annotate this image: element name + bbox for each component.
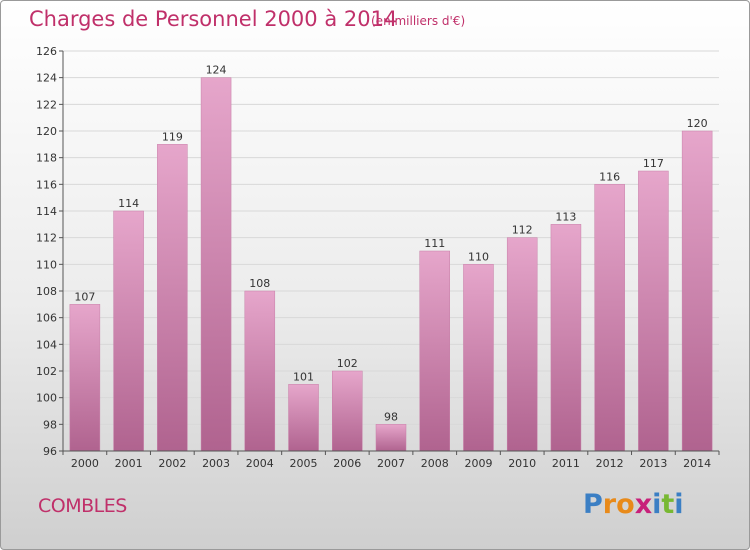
y-tick-label: 112 <box>36 232 57 245</box>
x-axis: 2000 2001 2002 2003 2004 2005 2006 2007 2008 2009… <box>62 450 720 470</box>
bars: 107 114 119 124 108 101 102 98 111 110 112 113 116 11… <box>69 64 713 452</box>
y-tick-label: 96 <box>43 445 57 458</box>
y-tick-label: 102 <box>36 365 57 378</box>
x-tick-label-2012: 2012 <box>596 457 624 470</box>
y-tick-label: 120 <box>36 125 57 138</box>
bar-2006 <box>332 370 363 452</box>
bar-2011 <box>550 224 582 452</box>
data-label-2006: 102 <box>337 357 358 370</box>
bar-2000 <box>69 304 101 452</box>
y-tick-label: 108 <box>36 285 57 298</box>
bar-2010 <box>506 237 538 452</box>
bar-2014 <box>681 130 713 452</box>
data-label-2003: 124 <box>206 64 227 77</box>
bar-2012 <box>594 184 625 452</box>
x-tick-label-2013: 2013 <box>639 457 667 470</box>
data-label-2004: 108 <box>249 277 270 290</box>
logo-letter: x <box>634 489 653 520</box>
data-label-2010: 112 <box>512 224 533 237</box>
y-tick-label: 100 <box>36 392 57 405</box>
data-label-2008: 111 <box>424 237 445 250</box>
logo-letter: o <box>616 489 635 520</box>
y-tick-label: 118 <box>36 152 57 165</box>
chart-title: Charges de Personnel 2000 à 2014 <box>29 7 398 31</box>
logo-letter: r <box>602 489 617 520</box>
logo-letter: i <box>674 489 684 520</box>
commune-name: COMBLES <box>38 495 127 517</box>
x-tick-label-2011: 2011 <box>552 457 580 470</box>
data-label-2001: 114 <box>118 197 139 210</box>
bar-2002 <box>157 144 188 452</box>
chart-subtitle: (en milliers d'€) <box>371 14 466 28</box>
proxiti-logo[interactable]: Proxiti <box>583 489 684 520</box>
bar-2009 <box>463 264 494 452</box>
data-label-2000: 107 <box>74 290 95 303</box>
x-tick-label-2006: 2006 <box>333 457 361 470</box>
data-label-2002: 119 <box>162 130 183 143</box>
x-tick-label-2003: 2003 <box>202 457 230 470</box>
x-tick-label-2000: 2000 <box>71 457 99 470</box>
x-tick-label-2005: 2005 <box>290 457 318 470</box>
bar-2013 <box>638 170 669 452</box>
x-tick-label-2014: 2014 <box>683 457 711 470</box>
y-tick-label: 122 <box>36 98 57 111</box>
y-tick-label: 106 <box>36 312 57 325</box>
y-tick-label: 114 <box>36 205 57 218</box>
y-tick-label: 126 <box>36 45 57 58</box>
bar-2007 <box>375 424 407 452</box>
data-label-2007: 98 <box>384 410 398 423</box>
logo-letter: i <box>652 489 662 520</box>
x-tick-label-2004: 2004 <box>246 457 274 470</box>
data-label-2005: 101 <box>293 370 314 383</box>
y-tick-label: 98 <box>43 418 57 431</box>
bar-2008 <box>419 250 450 452</box>
x-tick-label-2007: 2007 <box>377 457 405 470</box>
x-tick-label-2001: 2001 <box>115 457 143 470</box>
y-tick-label: 124 <box>36 72 57 85</box>
y-tick-label: 110 <box>36 258 57 271</box>
bar-2003 <box>200 77 232 452</box>
x-tick-label-2008: 2008 <box>421 457 449 470</box>
x-tick-label-2002: 2002 <box>158 457 186 470</box>
y-tick-label: 104 <box>36 338 57 351</box>
data-label-2009: 110 <box>468 250 489 263</box>
bar-2005 <box>288 384 319 452</box>
x-tick-label-2009: 2009 <box>464 457 492 470</box>
logo-letter: P <box>583 489 603 520</box>
logo-letter: t <box>661 489 675 520</box>
bar-2004 <box>244 290 276 452</box>
data-label-2013: 117 <box>643 157 664 170</box>
data-label-2012: 116 <box>599 170 620 183</box>
y-axis: 96 98 100 102 104 106 108 110 112 114 116 118 120 122… <box>36 45 64 458</box>
data-label-2011: 113 <box>555 210 576 223</box>
data-label-2014: 120 <box>687 117 708 130</box>
bar-2001 <box>113 210 144 452</box>
x-tick-label-2010: 2010 <box>508 457 536 470</box>
y-tick-label: 116 <box>36 178 57 191</box>
